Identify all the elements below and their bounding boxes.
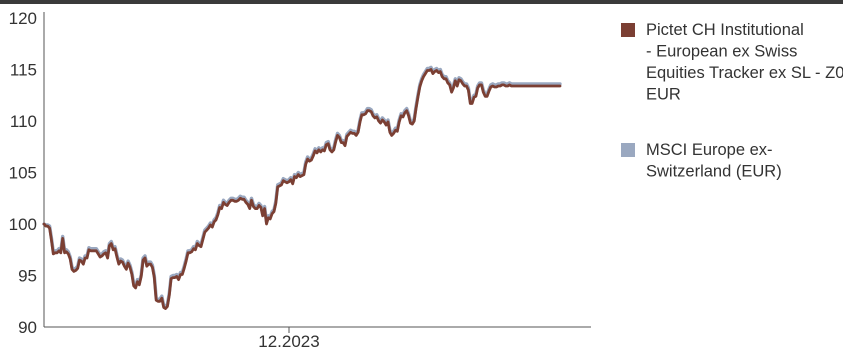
benchmark-series-line bbox=[42, 65, 562, 309]
y-tick-label: 90 bbox=[18, 318, 37, 337]
top-border bbox=[0, 0, 843, 4]
y-tick-label: 115 bbox=[10, 61, 37, 80]
series-layer bbox=[42, 65, 562, 310]
y-axis: 90 95 100 105 110 115 120 bbox=[9, 9, 45, 337]
legend-label-line: Equities Tracker ex SL - Z0 bbox=[646, 64, 843, 82]
y-tick-label: 105 bbox=[9, 164, 37, 183]
legend-label-line: Switzerland (EUR) bbox=[646, 163, 782, 181]
legend-swatch-benchmark bbox=[621, 143, 635, 157]
y-tick-label: 95 bbox=[18, 267, 37, 286]
legend-label-line: - European ex Swiss bbox=[646, 43, 797, 61]
legend-label-line: Pictet CH Institutional bbox=[646, 21, 804, 39]
y-tick-label: 120 bbox=[9, 9, 37, 28]
legend: Pictet CH Institutional - European ex Swi… bbox=[621, 21, 843, 181]
x-axis: 12.2023 bbox=[44, 326, 591, 351]
legend-label-line: EUR bbox=[646, 86, 681, 104]
x-tick-label: 12.2023 bbox=[258, 332, 319, 351]
y-tick-label: 100 bbox=[9, 215, 37, 234]
legend-label-line: MSCI Europe ex- bbox=[646, 141, 773, 159]
legend-swatch-fund bbox=[621, 23, 635, 37]
fund-series-line bbox=[42, 68, 562, 310]
y-tick-label: 110 bbox=[10, 112, 37, 131]
